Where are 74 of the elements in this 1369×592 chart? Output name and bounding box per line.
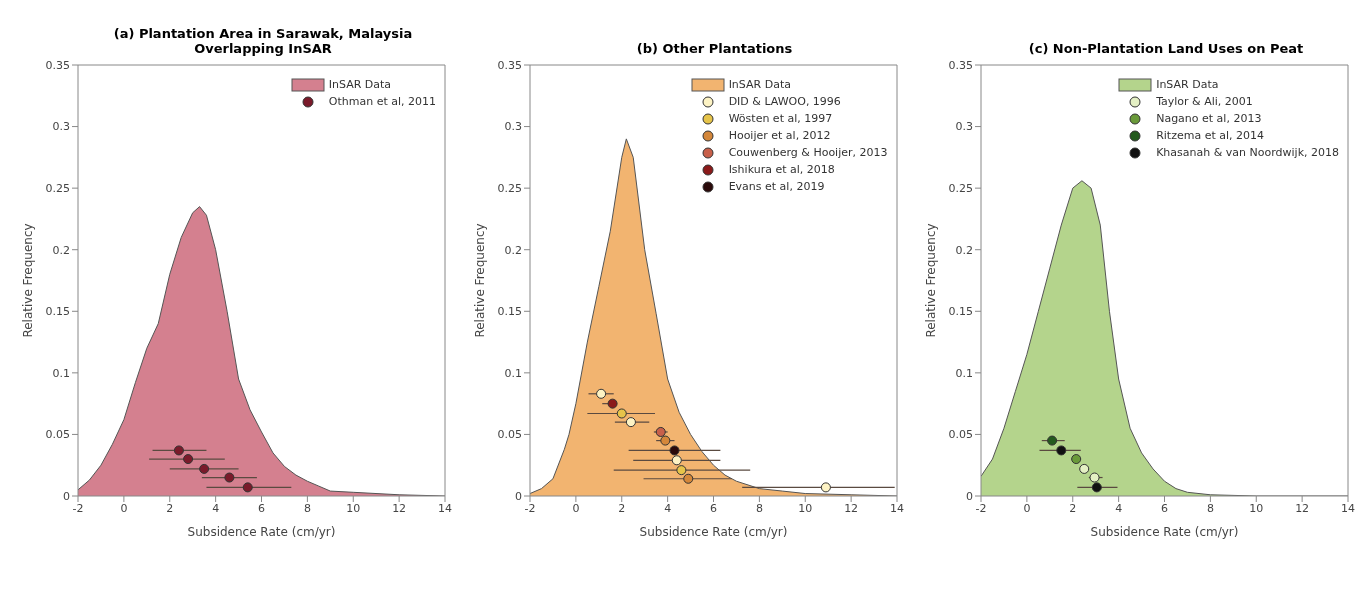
y-tick-label: 0 xyxy=(514,489,522,503)
x-tick-label: 6 xyxy=(709,501,717,515)
y-tick-label: 0.15 xyxy=(948,305,973,319)
legend-label: Nagano et al, 2013 xyxy=(1156,112,1262,125)
y-tick-label: 0.3 xyxy=(52,120,70,134)
y-tick-label: 0.3 xyxy=(504,120,522,134)
legend-label: Khasanah & van Noordwijk, 2018 xyxy=(1156,146,1339,159)
y-tick-label: 0.35 xyxy=(45,58,70,72)
x-tick-label: 12 xyxy=(843,501,858,515)
x-tick-label: 8 xyxy=(1206,501,1214,515)
y-tick-label: 0.1 xyxy=(52,366,70,380)
x-tick-label: 2 xyxy=(617,501,625,515)
y-tick-label: 0.05 xyxy=(45,428,70,442)
y-tick-label: 0.1 xyxy=(955,366,973,380)
legend-label: DID & LAWOO, 1996 xyxy=(728,95,841,108)
x-tick-label: 4 xyxy=(663,501,671,515)
x-tick-label: 0 xyxy=(120,501,128,515)
legend-label: Evans et al, 2019 xyxy=(728,180,825,193)
y-tick-label: 0.25 xyxy=(948,182,973,196)
x-tick-label: 8 xyxy=(755,501,763,515)
x-axis-title: Subsidence Rate (cm/yr) xyxy=(639,525,787,539)
x-tick-label: 2 xyxy=(1069,501,1077,515)
chart-title: (a) Plantation Area in Sarawak, Malaysia Overlapping InSAR xyxy=(112,26,414,56)
legend-label: InSAR Data xyxy=(328,78,392,91)
y-tick-label: 0.35 xyxy=(497,58,522,72)
legend-label: Ritzema et al, 2014 xyxy=(1156,129,1265,142)
x-tick-label: 4 xyxy=(1115,501,1123,515)
x-tick-label: 2 xyxy=(166,501,174,515)
y-tick-label: 0.25 xyxy=(497,182,522,196)
x-tick-label: 6 xyxy=(1161,501,1168,515)
y-tick-label: 0.15 xyxy=(45,305,70,319)
y-axis-title: Relative Frequency xyxy=(472,223,487,338)
x-tick-label: 6 xyxy=(258,501,265,515)
y-tick-label: 0.05 xyxy=(948,428,973,442)
y-tick-label: 0.1 xyxy=(504,366,522,380)
x-tick-label: 10 xyxy=(1249,501,1264,515)
x-axis-title: Subsidence Rate (cm/yr) xyxy=(1090,525,1239,539)
x-tick-label: 0 xyxy=(1023,501,1031,515)
x-tick-label: -2 xyxy=(524,501,535,515)
x-tick-label: 14 xyxy=(889,501,904,515)
x-tick-label: -2 xyxy=(72,501,84,515)
legend-label: Wösten et al, 1997 xyxy=(728,112,833,125)
x-tick-label: 4 xyxy=(212,501,220,515)
x-tick-label: 10 xyxy=(346,501,361,515)
chart-title: (c) Non-Plantation Land Uses on Peat xyxy=(1028,41,1304,56)
y-tick-label: 0 xyxy=(63,489,70,503)
y-axis-title: Relative Frequency xyxy=(21,223,36,338)
legend-label: Ishikura et al, 2018 xyxy=(728,163,835,176)
y-tick-label: 0.3 xyxy=(955,120,973,134)
y-tick-label: 0.15 xyxy=(497,305,522,319)
x-tick-label: 10 xyxy=(797,501,812,515)
y-tick-label: 0.25 xyxy=(45,182,70,196)
legend-label: InSAR Data xyxy=(1156,78,1219,91)
legend-label: Hooijer et al, 2012 xyxy=(728,129,831,142)
legend-label: Couwenberg & Hooijer, 2013 xyxy=(728,146,888,159)
legend-label: Othman et al, 2011 xyxy=(328,95,436,108)
y-tick-label: 0 xyxy=(966,489,973,503)
x-tick-label: 8 xyxy=(303,501,311,515)
legend-label: InSAR Data xyxy=(728,78,791,91)
x-tick-label: 14 xyxy=(438,501,452,515)
x-tick-label: 12 xyxy=(392,501,407,515)
legend-label: Taylor & Ali, 2001 xyxy=(1156,95,1253,108)
x-tick-label: 0 xyxy=(571,501,579,515)
x-axis-title: Subsidence Rate (cm/yr) xyxy=(187,525,336,539)
y-tick-label: 0.2 xyxy=(955,243,973,257)
chart-title: (b) Other Plantations xyxy=(636,41,793,56)
y-tick-label: 0.2 xyxy=(52,243,70,257)
x-tick-label: -2 xyxy=(975,501,987,515)
y-tick-label: 0.2 xyxy=(504,243,522,257)
x-tick-label: 14 xyxy=(1341,501,1355,515)
y-tick-label: 0.05 xyxy=(497,428,522,442)
x-tick-label: 12 xyxy=(1295,501,1310,515)
y-tick-label: 0.35 xyxy=(948,58,973,72)
y-axis-title: Relative Frequency xyxy=(924,223,939,338)
